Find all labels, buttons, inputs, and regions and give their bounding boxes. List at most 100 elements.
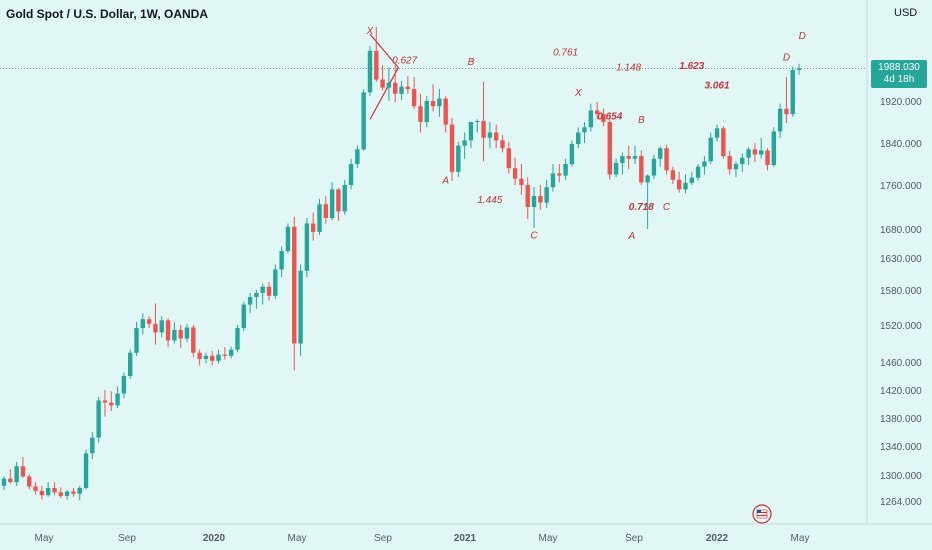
- price-axis[interactable]: 1264.000 1300.000 1340.000 1380.000 1420.000…: [880, 97, 922, 508]
- candle-body: [727, 156, 732, 170]
- currency-label: USD: [894, 7, 918, 19]
- candle-body: [405, 86, 411, 90]
- candle-body: [361, 92, 366, 150]
- candle-body: [544, 187, 549, 203]
- time-tick-label: May: [288, 533, 307, 544]
- candle-body: [765, 150, 770, 166]
- candle-body: [740, 157, 745, 164]
- candle-body: [254, 292, 259, 297]
- price-tick-label: 1580.000: [880, 286, 922, 297]
- candle-body: [90, 437, 95, 454]
- candle-body: [714, 128, 720, 138]
- candle-body: [386, 82, 392, 88]
- candle-body: [197, 352, 202, 359]
- pattern-label: 1.623: [679, 61, 704, 72]
- candle-body: [241, 304, 246, 329]
- candle-body: [292, 226, 297, 344]
- candle-body: [222, 354, 228, 356]
- candle-body: [247, 297, 253, 305]
- candle-body: [538, 196, 543, 203]
- price-tick-label: 1300.000: [880, 471, 922, 482]
- pattern-label: 3.061: [705, 81, 730, 92]
- candle-body: [1, 478, 7, 486]
- pattern-label: 1.445: [477, 195, 502, 206]
- time-axis[interactable]: May Sep 2020 May Sep 2021 May Sep 2022 May: [35, 533, 810, 544]
- candle-body: [235, 328, 240, 350]
- candle-body: [601, 114, 606, 122]
- candle-body: [298, 270, 303, 344]
- pattern-label: B: [468, 57, 475, 68]
- price-tick-label: 1920.000: [880, 97, 922, 108]
- candle-body: [165, 320, 171, 341]
- time-tick-label: 2020: [203, 533, 226, 544]
- candle-body: [784, 108, 789, 115]
- candle-body: [493, 132, 499, 141]
- candle-body: [367, 50, 373, 93]
- pattern-label: 0.627: [392, 55, 417, 66]
- candle-body: [594, 110, 600, 115]
- price-badge-countdown: 4d 18h: [883, 74, 915, 85]
- candle-body: [752, 149, 758, 155]
- candle-body: [58, 492, 63, 496]
- candle-body: [588, 110, 594, 128]
- candle-body: [33, 486, 38, 491]
- price-tick-label: 1380.000: [880, 414, 922, 425]
- candle-body: [39, 490, 45, 496]
- candle-body: [134, 328, 139, 353]
- price-badge-value: 1988.030: [878, 62, 920, 73]
- candle-body: [45, 488, 51, 496]
- pattern-label: X: [366, 26, 374, 37]
- pattern-label: A: [441, 175, 449, 186]
- candle-body: [620, 156, 625, 163]
- candle-body: [443, 98, 448, 125]
- candle-body: [228, 349, 234, 356]
- pattern-label: D: [799, 31, 806, 42]
- candle-body: [695, 166, 701, 178]
- pattern-label: B: [638, 115, 645, 126]
- candle-body: [512, 168, 518, 179]
- candle-body: [128, 352, 133, 376]
- candle-body: [626, 156, 631, 159]
- price-tick-label: 1630.000: [880, 254, 922, 265]
- candle-body: [96, 400, 101, 438]
- candle-body: [777, 108, 783, 132]
- candle-body: [317, 204, 322, 232]
- candle-body: [336, 189, 341, 212]
- candle-body: [20, 466, 26, 477]
- candle-body: [178, 329, 183, 339]
- candle-body: [664, 148, 669, 171]
- candle-body: [746, 149, 751, 158]
- price-tick-label: 1840.000: [880, 139, 922, 150]
- pattern-label: C: [663, 202, 671, 213]
- candle-body: [462, 140, 467, 146]
- pattern-label: 1.148: [616, 62, 641, 73]
- pattern-labels: X 0.627 B A 1.445 C 0.761 X 0.654 B 0.718 C A 1.148 1.…: [366, 26, 806, 242]
- pattern-label: X: [574, 88, 582, 99]
- price-tick-label: 1520.000: [880, 321, 922, 332]
- candle-body: [481, 120, 486, 138]
- candle-body: [771, 131, 777, 166]
- candle-body: [260, 286, 265, 293]
- candle-body: [670, 170, 676, 180]
- flag-icon[interactable]: [752, 504, 772, 524]
- time-tick-label: 2021: [454, 533, 477, 544]
- candle-body: [77, 488, 82, 494]
- candle-body: [374, 50, 379, 80]
- candle-body: [342, 185, 347, 212]
- candle-body: [525, 185, 530, 207]
- candle-body: [468, 122, 474, 141]
- candle-body: [449, 124, 455, 172]
- candle-body: [216, 354, 221, 361]
- time-tick-label: May: [35, 533, 54, 544]
- symbol-title: Gold Spot / U.S. Dollar, 1W, OANDA: [6, 7, 209, 21]
- candle-body: [437, 98, 442, 107]
- candle-body: [456, 145, 461, 172]
- candle-body: [487, 132, 493, 138]
- candle-body: [52, 488, 57, 493]
- candle-body: [393, 82, 398, 94]
- triangle-line: [369, 33, 400, 120]
- price-tick-label: 1460.000: [880, 358, 922, 369]
- candle-body: [557, 173, 562, 176]
- candle-body: [576, 132, 581, 145]
